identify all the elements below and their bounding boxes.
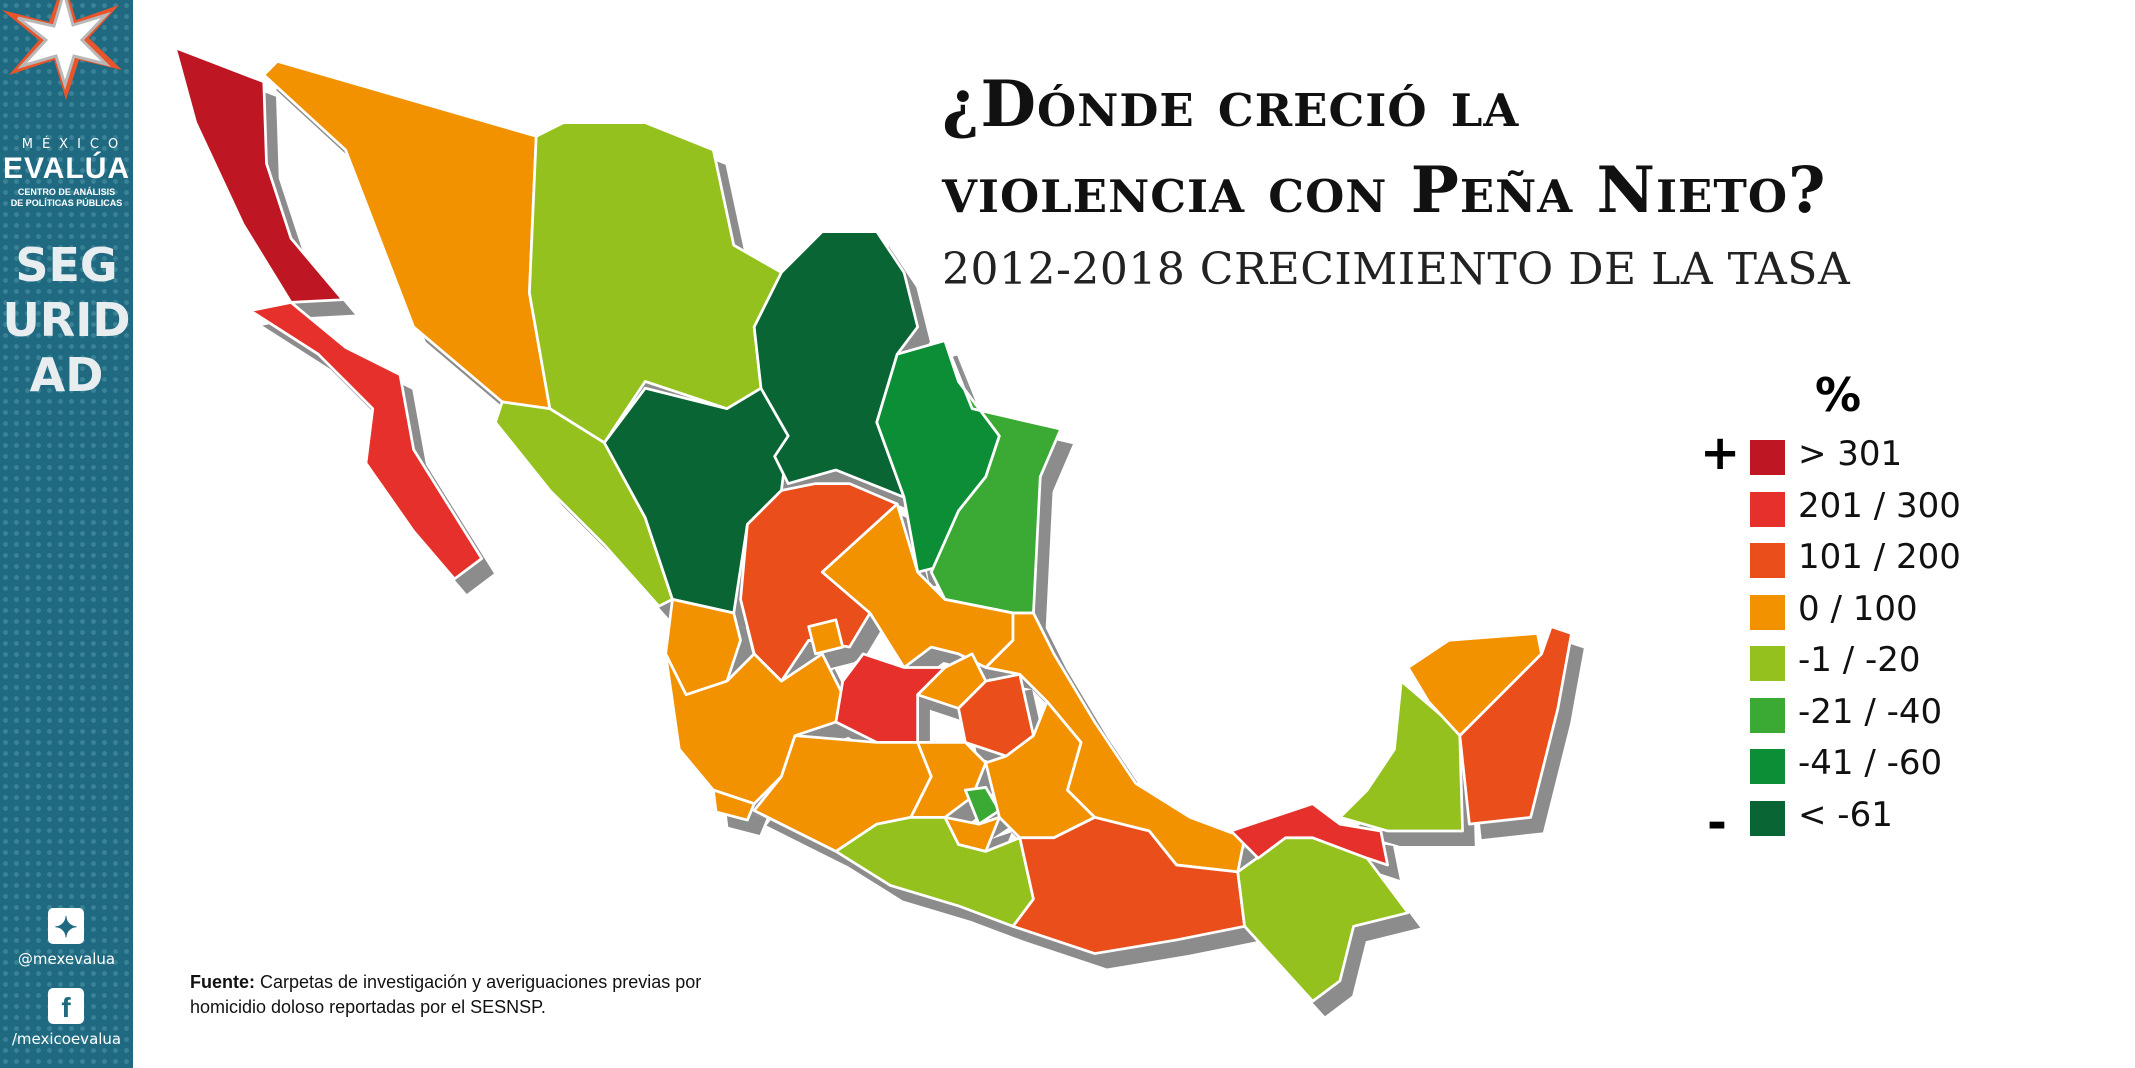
section-label: SEGURIDAD [2, 238, 131, 402]
legend-swatch [1750, 697, 1785, 733]
state-aguascalientes [807, 618, 845, 656]
legend-swatch [1750, 440, 1785, 475]
brand-subtitle-line: DE POLÍTICAS PÚBLICAS [10, 198, 123, 208]
state-colima [711, 788, 756, 822]
legend-label: 0 / 100 [1798, 588, 1918, 629]
legend-label: -1 / -20 [1798, 640, 1921, 680]
legend-swatch [1750, 646, 1785, 681]
legend-label: -21 / -40 [1798, 691, 1943, 732]
legend-minus-sign: - [1707, 795, 1727, 851]
title-line: ¿Dónde creció la [942, 67, 1520, 142]
state-guerrero [834, 815, 1035, 928]
state-quintana-roo [1458, 625, 1573, 826]
legend-label: -41 / -60 [1798, 743, 1943, 783]
legend-label: > 301 [1798, 434, 1903, 474]
legend-label: < -61 [1798, 794, 1893, 835]
legend-swatch [1750, 594, 1785, 630]
facebook-handle[interactable]: /mexicoevalua [11, 1030, 122, 1048]
page-title: ¿Dónde creció la violencia con Peña Niet… [942, 62, 1827, 234]
brand-top-text: MÉXICO [21, 137, 128, 152]
legend-label: 101 / 200 [1798, 537, 1961, 577]
title-line: violencia con Peña Nieto? [942, 153, 1827, 228]
legend-title: % [1815, 368, 1862, 422]
legend-swatch [1750, 543, 1785, 578]
twitter-handle[interactable]: @mexevalua [17, 950, 116, 968]
page-subtitle: 2012-2018 CRECIMIENTO DE LA TASA [942, 244, 1851, 295]
sidebar: MÉXICO EVALÚA CENTRO DE ANÁLISIS DE POLÍ… [0, 0, 133, 1068]
map-states [173, 46, 1573, 1003]
brand-subtitle: CENTRO DE ANÁLISIS DE POLÍTICAS PÚBLICAS [0, 187, 133, 209]
source-text: homicidio doloso reportadas por el SESNS… [190, 997, 546, 1017]
twitter-icon[interactable]: ✦ [48, 908, 84, 944]
legend-label: 201 / 300 [1798, 485, 1961, 526]
brand-subtitle-line: CENTRO DE ANÁLISIS [17, 187, 116, 197]
state-baja-california-sur [248, 301, 484, 581]
mexico-evalua-star-logo [2, 0, 122, 100]
state-sonora [262, 59, 552, 411]
legend-plus-sign: + [1700, 425, 1741, 481]
facebook-icon[interactable]: f [48, 988, 84, 1024]
source-note: Fuente: Carpetas de investigación y aver… [190, 970, 701, 1020]
state-tabasco [1229, 802, 1389, 867]
state-baja-california [173, 46, 345, 304]
state-estado-de-mexico [909, 741, 988, 819]
legend-swatch [1750, 491, 1785, 527]
legend-swatch [1750, 749, 1785, 784]
brand-name: EVALÚA [2, 152, 131, 185]
legend-swatch [1750, 800, 1785, 836]
state-sinaloa [493, 400, 674, 608]
source-label: Fuente: [190, 972, 255, 992]
source-text: Carpetas de investigación y averiguacion… [255, 972, 702, 992]
